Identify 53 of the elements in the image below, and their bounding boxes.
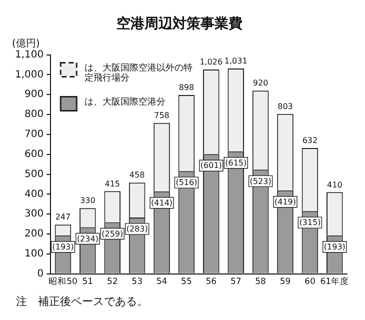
x-tick-label: 60 <box>304 277 316 288</box>
total-label: 758 <box>154 110 170 120</box>
x-tick-label: 55 <box>181 277 192 288</box>
data-label: (283) <box>126 224 148 234</box>
data-label: (414) <box>151 198 173 208</box>
y-tick-label: 700 <box>24 129 44 140</box>
y-tick-label: 1,100 <box>14 49 44 60</box>
y-tick-label: 200 <box>24 228 44 240</box>
x-tick-label: 57 <box>230 277 242 288</box>
text: 注 補正後ベースである。 <box>16 294 149 309</box>
y-tick-label: 600 <box>24 148 44 160</box>
x-tick-label: 56 <box>206 277 217 288</box>
y-tick-label: 1,000 <box>14 69 44 80</box>
chart-title: 空港周辺対策事業費 <box>116 15 242 32</box>
total-label: 415 <box>104 179 120 188</box>
x-tick-label: 昭和50 <box>48 276 78 288</box>
x-tick-label: 54 <box>156 277 168 288</box>
data-label: (193) <box>52 242 74 252</box>
data-label: (523) <box>250 176 272 186</box>
total-label: 458 <box>129 170 145 180</box>
y-tick-label: 500 <box>24 168 44 180</box>
data-label: (315) <box>299 218 321 228</box>
x-tick-label: 51 <box>82 277 94 288</box>
data-label: (615) <box>225 158 247 168</box>
y-tick-label: 400 <box>24 188 44 200</box>
x-tick-label: 59 <box>280 277 291 288</box>
total-label: 632 <box>302 136 318 146</box>
total-label: 803 <box>278 102 293 112</box>
total-label: 330 <box>80 196 96 206</box>
y-tick-label: 900 <box>24 89 44 100</box>
y-tick-label: 800 <box>24 109 44 120</box>
x-tick-label: 53 <box>132 277 142 288</box>
data-label: (234) <box>76 234 98 244</box>
total-label: 898 <box>178 83 194 92</box>
data-label: (601) <box>200 161 222 170</box>
y-tick-label: 0 <box>37 268 44 280</box>
total-label: 1,026 <box>200 58 223 67</box>
total-label: 1,031 <box>224 56 248 66</box>
x-tick-label: 52 <box>106 277 118 288</box>
data-label: (419) <box>274 197 296 206</box>
legend-label: は、大阪国際空港分 <box>84 96 166 108</box>
y-tick-label: 100 <box>24 248 44 260</box>
data-label: (516) <box>176 178 198 188</box>
data-label: (193) <box>324 242 346 252</box>
data-label: (259) <box>102 229 124 238</box>
x-tick-label: 58 <box>255 277 266 288</box>
y-tick-label: 300 <box>24 208 44 220</box>
total-label: 920 <box>252 78 268 88</box>
x-tick-label: 61年度 <box>320 276 350 288</box>
y-axis-title: (億円) <box>12 37 40 50</box>
total-label: 410 <box>327 180 342 190</box>
legend-label: は、大阪国際空港以外の特定飛行場分 <box>84 62 193 84</box>
total-label: 247 <box>55 212 71 222</box>
